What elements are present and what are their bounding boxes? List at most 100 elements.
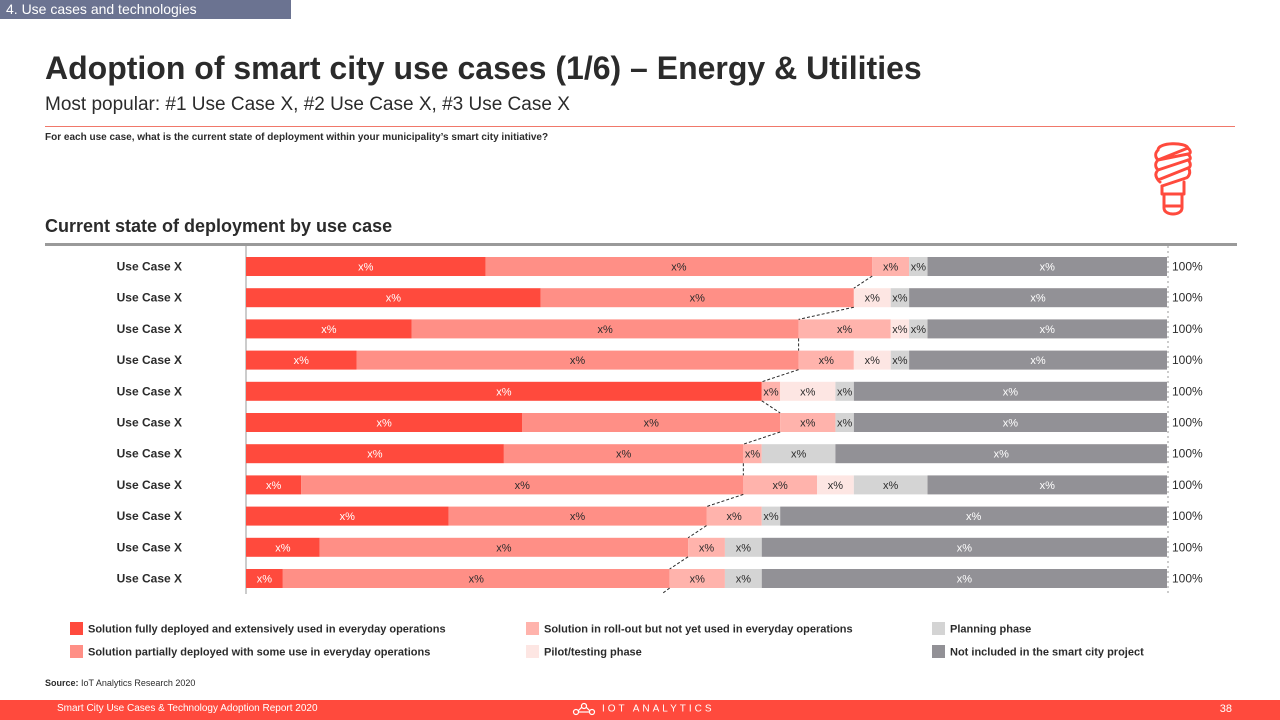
legend-item: Solution partially deployed with some us… xyxy=(70,645,430,659)
bar-segment xyxy=(909,350,1167,370)
bar-segment xyxy=(927,475,1167,495)
bar-data-label: x% xyxy=(837,418,853,430)
bar-data-label: x% xyxy=(496,386,512,398)
bar-segment xyxy=(246,288,541,308)
chart-divider xyxy=(45,243,1237,246)
bar-data-label: x% xyxy=(800,386,816,398)
bar-data-label: x% xyxy=(773,480,789,492)
bar-data-label: x% xyxy=(690,574,706,586)
bar-segment xyxy=(246,506,449,526)
adoption-connector-line xyxy=(761,369,799,383)
bar-segment xyxy=(817,475,854,495)
bar-data-label: x% xyxy=(745,449,761,461)
bar-data-label: x% xyxy=(837,386,853,398)
adoption-connector-line xyxy=(687,525,707,539)
bar-segment xyxy=(853,381,1167,401)
bar-data-label: x% xyxy=(865,355,881,367)
bar-segment xyxy=(724,569,762,588)
page-title: Adoption of smart city use cases (1/6) –… xyxy=(45,50,922,86)
total-label: 100% xyxy=(1172,509,1203,523)
chart-title: Current state of deployment by use case xyxy=(45,216,393,236)
legend-label: Solution in roll-out but not yet used in… xyxy=(544,623,853,636)
total-label: 100% xyxy=(1172,384,1203,398)
bar-segment xyxy=(246,413,523,432)
bar-segment xyxy=(853,350,891,370)
bar-data-label: x% xyxy=(671,262,687,274)
category-label: Use Case X xyxy=(117,291,182,305)
bar-segment xyxy=(780,413,836,432)
bar-segment xyxy=(927,257,1167,276)
title-divider xyxy=(45,126,1235,127)
page-number: 38 xyxy=(1219,703,1232,715)
bar-data-label: x% xyxy=(644,418,660,430)
bar-segment xyxy=(835,413,854,432)
bar-data-label: x% xyxy=(275,542,291,554)
bar-segment xyxy=(853,288,891,308)
bar-segment xyxy=(761,569,1167,588)
legend-swatch xyxy=(526,645,539,658)
legend-label: Solution fully deployed and extensively … xyxy=(88,623,446,636)
legend-label: Not included in the smart city project xyxy=(950,646,1144,659)
bar-segment xyxy=(743,444,762,464)
legend-swatch xyxy=(70,622,83,635)
bar-data-label: x% xyxy=(358,262,374,274)
bar-segment xyxy=(761,506,781,526)
legend-label: Pilot/testing phase xyxy=(544,646,642,659)
bar-segment xyxy=(246,569,283,588)
bar-segment xyxy=(411,319,799,339)
bar-segment xyxy=(780,506,1167,526)
bar-segment xyxy=(835,444,1167,464)
bar-data-label: x% xyxy=(892,324,908,336)
bar-data-label: x% xyxy=(911,262,927,274)
adoption-connector-line xyxy=(798,306,854,320)
bar-segment xyxy=(761,444,836,464)
bar-segment xyxy=(909,288,1167,308)
bar-data-label: x% xyxy=(690,293,706,305)
bar-data-label: x% xyxy=(994,449,1010,461)
bar-data-label: x% xyxy=(726,511,742,523)
bar-segment xyxy=(246,319,412,339)
bar-segment xyxy=(246,475,302,495)
page-subtitle: Most popular: #1 Use Case X, #2 Use Case… xyxy=(45,94,570,115)
category-label: Use Case X xyxy=(117,322,182,336)
footer-bar: Smart City Use Cases & Technology Adopti… xyxy=(0,700,1280,720)
bar-segment xyxy=(246,350,357,370)
bar-segment xyxy=(890,288,910,308)
category-label: Use Case X xyxy=(117,384,182,398)
bar-segment xyxy=(246,257,486,276)
legend-item: Pilot/testing phase xyxy=(526,645,642,659)
bar-data-label: x% xyxy=(911,324,927,336)
bar-data-label: x% xyxy=(736,574,752,586)
bar-data-label: x% xyxy=(828,480,844,492)
bar-segment xyxy=(927,319,1167,339)
survey-question: For each use case, what is the current s… xyxy=(45,132,549,143)
bar-segment xyxy=(890,350,910,370)
bar-segment xyxy=(522,413,781,432)
bar-segment xyxy=(890,319,910,339)
legend-item: Planning phase xyxy=(932,622,1031,636)
bar-data-label: x% xyxy=(496,542,512,554)
bar-segment xyxy=(540,288,854,308)
bar-segment xyxy=(872,257,910,276)
bar-data-label: x% xyxy=(1040,262,1056,274)
bar-segment xyxy=(853,413,1167,432)
bar-segment xyxy=(724,537,762,557)
adoption-connector-line xyxy=(761,400,781,414)
adoption-connector-line xyxy=(661,587,670,595)
bar-data-label: x% xyxy=(883,480,899,492)
bar-data-label: x% xyxy=(1030,293,1046,305)
bar-data-label: x% xyxy=(598,324,614,336)
bar-segment xyxy=(835,381,854,401)
adoption-connector-line xyxy=(853,275,873,289)
bar-data-label: x% xyxy=(1040,480,1056,492)
legend-item: Solution fully deployed and extensively … xyxy=(70,622,446,636)
category-label: Use Case X xyxy=(117,509,182,523)
bar-data-label: x% xyxy=(791,449,807,461)
bar-segment xyxy=(246,381,762,401)
bar-data-label: x% xyxy=(515,480,531,492)
bar-data-label: x% xyxy=(1003,386,1019,398)
bar-segment xyxy=(761,381,781,401)
legend-swatch xyxy=(932,645,945,658)
bar-data-label: x% xyxy=(957,574,973,586)
